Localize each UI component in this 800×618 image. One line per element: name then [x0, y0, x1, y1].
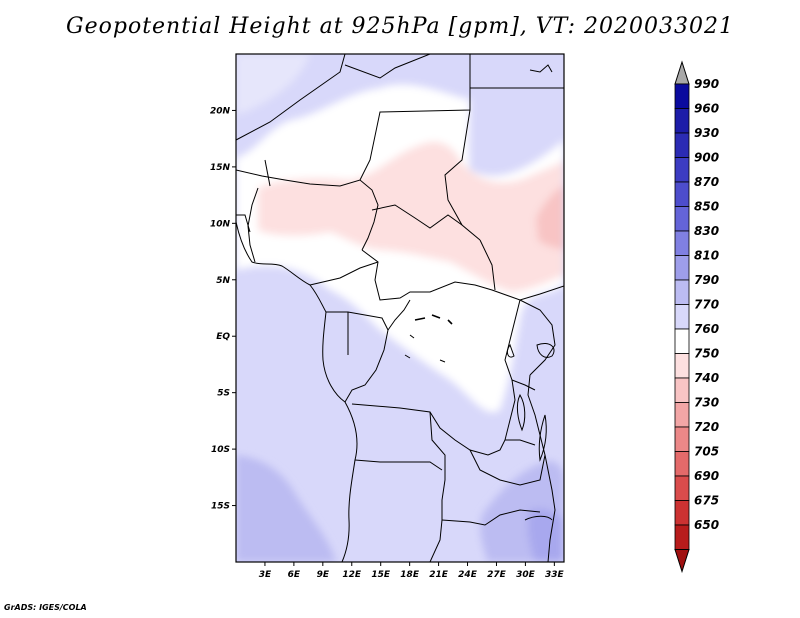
colorbar-label: 850 [694, 200, 719, 214]
field-740-750 [536, 185, 564, 250]
grads-credit: GrADS: IGES/COLA [4, 603, 87, 612]
colorbar-label: 675 [694, 494, 719, 508]
colorbar-swatch [674, 157, 690, 183]
colorbar-swatch [674, 304, 690, 330]
lon-tick-label: 15E [371, 570, 391, 580]
map-title: Geopotential Height at 925hPa [gpm], VT:… [66, 14, 734, 39]
colorbar-label: 810 [694, 249, 719, 263]
colorbar-label: 650 [694, 518, 719, 532]
colorbar-label: 720 [694, 420, 719, 434]
colorbar-label: 705 [694, 445, 719, 459]
colorbar-label: 960 [694, 102, 719, 116]
colorbar-swatch [674, 230, 690, 256]
colorbar-swatch [674, 132, 690, 158]
colorbar-swatch [674, 353, 690, 379]
lon-tick-label: 33E [545, 570, 565, 580]
colorbar-bottom-triangle [674, 549, 690, 574]
lat-tick-label: 20N [210, 106, 231, 116]
field-790-810 [236, 455, 336, 562]
colorbar-label: 760 [694, 322, 719, 336]
latitude-axis: 20N 15N 10N 5N EQ 5S 10S 15S [210, 106, 236, 512]
colorbar-swatch [674, 451, 690, 477]
colorbar-swatch [674, 83, 690, 109]
colorbar-label: 770 [694, 298, 719, 312]
country-borders [236, 54, 564, 562]
lat-tick-label: 5N [216, 276, 230, 286]
colorbar-label: 790 [694, 273, 719, 287]
lat-tick-label: 10N [210, 219, 231, 229]
colorbar-top-triangle [674, 60, 690, 85]
lon-tick-label: 3E [259, 570, 272, 580]
lon-tick-label: 9E [317, 570, 330, 580]
lon-tick-label: 18E [400, 570, 420, 580]
field-750-760 [258, 141, 564, 292]
lon-tick-label: 6E [288, 570, 301, 580]
longitude-axis: 3E 6E 9E 12E 15E 18E 21E 24E 27E 30E 33E [259, 562, 565, 580]
lat-tick-label: 15S [211, 502, 230, 512]
colorbar-swatch [674, 255, 690, 281]
colorbar-label: 750 [694, 347, 719, 361]
colorbar-swatch [674, 500, 690, 526]
colorbar: 990 960 930 900 870 850 830 810 790 770 760 750 740 7… [674, 60, 719, 574]
colorbar-label: 690 [694, 469, 719, 483]
colorbar-swatch [674, 402, 690, 428]
lon-tick-label: 27E [487, 570, 507, 580]
geopotential-field [236, 54, 564, 562]
colorbar-swatch [674, 206, 690, 232]
lon-tick-label: 30E [516, 570, 536, 580]
colorbar-swatch [674, 426, 690, 452]
lat-tick-label: 10S [211, 445, 230, 455]
colorbar-swatch [674, 279, 690, 305]
colorbar-label: 740 [694, 371, 719, 385]
colorbar-label: 830 [694, 224, 719, 238]
lat-tick-label: 15N [210, 163, 231, 173]
colorbar-swatch [674, 108, 690, 134]
colorbar-swatch [674, 377, 690, 403]
colorbar-label: 730 [694, 396, 719, 410]
lon-tick-label: 21E [429, 570, 449, 580]
map-frame [235, 53, 565, 563]
colorbar-label: 870 [694, 175, 719, 189]
colorbar-label: 900 [694, 151, 719, 165]
colorbar-swatch [674, 524, 690, 550]
colorbar-label: 930 [694, 126, 719, 140]
colorbar-swatch [674, 328, 690, 354]
colorbar-label: 990 [694, 77, 719, 91]
lat-tick-label: EQ [216, 332, 230, 342]
lon-tick-label: 12E [342, 570, 362, 580]
lon-tick-label: 24E [458, 570, 478, 580]
lat-tick-label: 5S [217, 389, 230, 399]
colorbar-swatch [674, 181, 690, 207]
colorbar-swatch [674, 475, 690, 501]
